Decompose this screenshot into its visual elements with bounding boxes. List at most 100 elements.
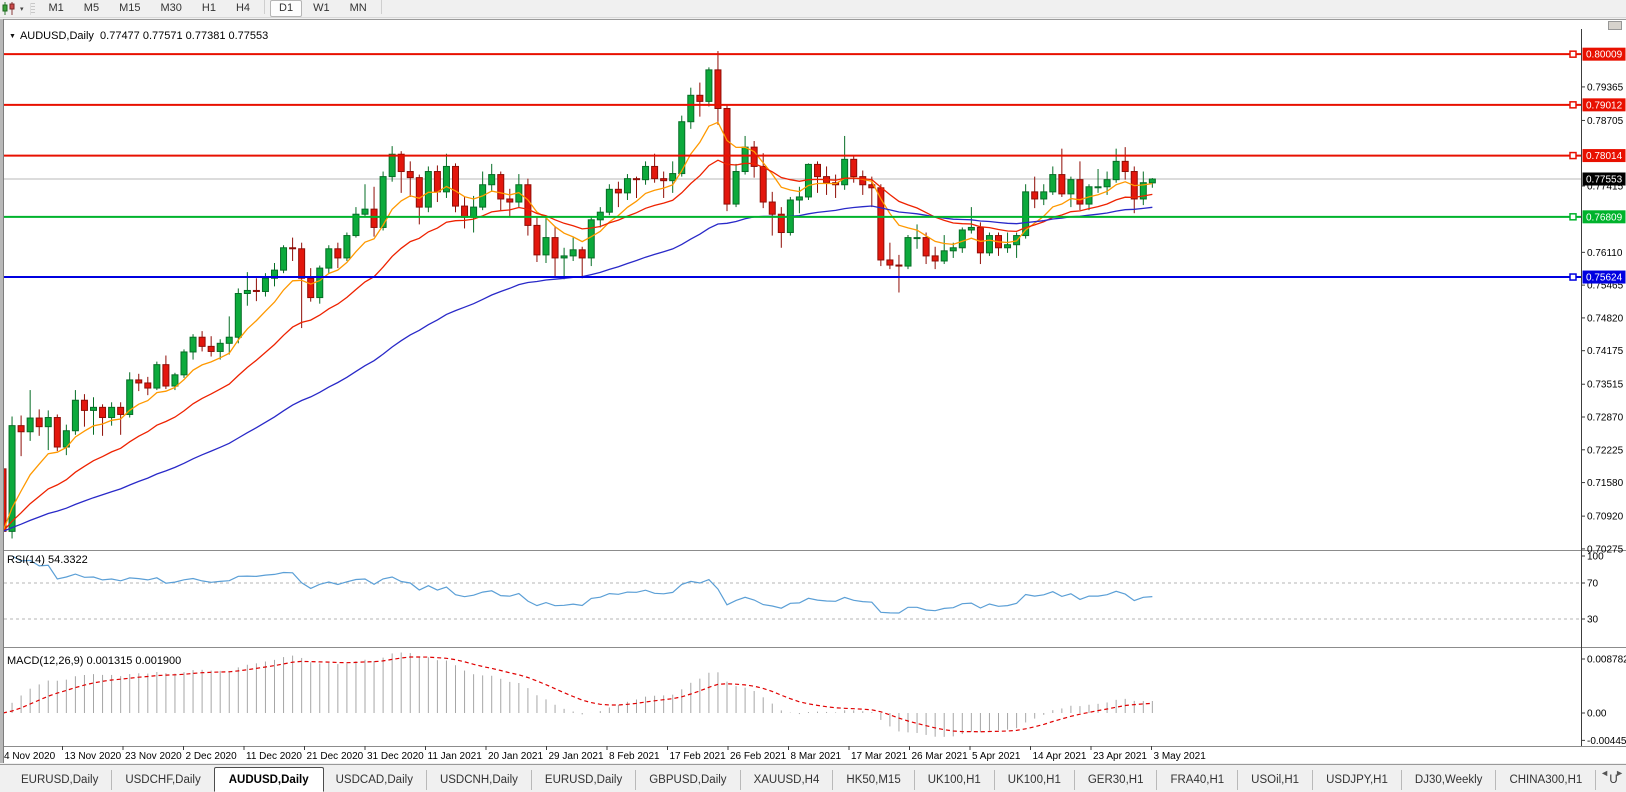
bear-candle (850, 158, 858, 178)
tab-scroll-right-icon[interactable]: ► (1615, 768, 1624, 778)
axis-scroll-button[interactable] (1608, 21, 1622, 30)
symbol-tab-china300-h1[interactable]: CHINA300,H1 (1496, 770, 1597, 790)
bear-candle (144, 382, 152, 389)
date-axis-label: 11 Jan 2021 (428, 751, 483, 762)
macd-axis-label: 0.008782 (1587, 655, 1626, 666)
price-axis-label: 0.74820 (1587, 313, 1624, 324)
bear-candle (397, 153, 405, 173)
bear-candle (524, 184, 532, 226)
bull-candle (44, 417, 52, 428)
bull-candle (1085, 186, 1093, 205)
bull-candle (316, 267, 324, 299)
symbol-tab-usdjpy-h1[interactable]: USDJPY,H1 (1313, 770, 1402, 790)
bear-candle (714, 69, 722, 110)
chevron-down-icon[interactable]: ▾ (20, 5, 24, 13)
panel-frame (0, 29, 1626, 747)
symbol-tab-uk100-h1[interactable]: UK100,H1 (995, 770, 1075, 790)
collapse-triangle-icon[interactable]: ▼ (9, 33, 16, 40)
symbol-tab-dj30-weekly[interactable]: DJ30,Weekly (1402, 770, 1497, 790)
date-axis-label: 23 Nov 2020 (125, 751, 182, 762)
timeframe-button-m30[interactable]: M30 (160, 2, 182, 14)
timeframe-button-m1[interactable]: M1 (48, 2, 64, 14)
bear-candle (461, 205, 469, 218)
date-axis-label: 14 Apr 2021 (1033, 751, 1087, 762)
date-axis-label: 26 Mar 2021 (912, 751, 969, 762)
bull-candle (967, 226, 975, 231)
bull-candle (216, 342, 224, 352)
symbol-tab-eurusd-daily[interactable]: EURUSD,Daily (8, 770, 113, 790)
ma-line-8 (2, 121, 1153, 532)
timeframe-button-m15[interactable]: M15 (119, 2, 141, 14)
date-axis-label: 17 Feb 2021 (670, 751, 727, 762)
bull-candle (1103, 179, 1111, 188)
price-line-badge: 0.80009 (1586, 50, 1623, 61)
timeframe-button-d1[interactable]: D1 (270, 0, 303, 17)
timeframe-button-mn[interactable]: MN (349, 2, 367, 14)
timeframe-button-m5[interactable]: M5 (83, 2, 100, 14)
timeframe-button-h4[interactable]: H4 (235, 2, 251, 14)
symbol-tab-uk100-h1[interactable]: UK100,H1 (915, 770, 995, 790)
date-axis-label: 29 Jan 2021 (549, 751, 604, 762)
symbol-tab-usoil-h1[interactable]: USOil,H1 (1238, 770, 1314, 790)
symbol-tab-hk50-m15[interactable]: HK50,M15 (833, 770, 915, 790)
candlestick-chart-icon[interactable] (0, 0, 19, 18)
symbol-tab-xauusd-h4[interactable]: XAUUSD,H4 (741, 770, 834, 790)
symbol-tab-u[interactable]: U (1596, 770, 1626, 790)
bull-candle (90, 406, 97, 411)
bear-candle (252, 289, 260, 292)
bull-candle (243, 289, 251, 295)
price-axis-label: 0.72225 (1587, 445, 1624, 456)
date-axis-label: 8 Feb 2021 (609, 751, 660, 762)
rsi-level-lines (4, 582, 1581, 620)
symbol-tab-usdchf-daily[interactable]: USDCHF,Daily (112, 770, 215, 790)
bear-candle (17, 425, 25, 433)
symbol-tab-eurusd-daily[interactable]: EURUSD,Daily (532, 770, 637, 790)
price-axis-label: 0.72870 (1587, 413, 1624, 424)
price-line-badge: 0.78014 (1586, 151, 1623, 162)
bull-candle (1139, 182, 1147, 200)
date-axis-label: 3 May 2021 (1154, 751, 1207, 762)
bull-candle (352, 213, 360, 237)
timeframe-button-h1[interactable]: H1 (201, 2, 216, 14)
bull-candle (1112, 160, 1120, 181)
date-axis-label: 20 Jan 2021 (488, 751, 543, 762)
bear-candle (162, 364, 170, 387)
ma-line-20 (2, 159, 1153, 532)
bear-candle (777, 213, 785, 234)
bear-candle (497, 174, 505, 200)
bull-candle (126, 379, 134, 415)
symbol-tab-audusd-daily[interactable]: AUDUSD,Daily (213, 767, 324, 792)
bull-candle (361, 208, 369, 215)
tab-scroll-left-icon[interactable]: ◄ (1600, 768, 1610, 778)
rsi-line (11, 555, 1153, 614)
timeframe-button-w1[interactable]: W1 (313, 2, 330, 14)
bull-candle (841, 158, 849, 186)
bear-candle (660, 178, 668, 182)
chart-ohlc-values: 0.77477 0.77571 0.77381 0.77553 (100, 30, 269, 42)
date-axis-label: 17 Mar 2021 (851, 751, 908, 762)
bear-candle (614, 188, 622, 194)
symbol-tab-usdcad-daily[interactable]: USDCAD,Daily (323, 770, 427, 790)
bull-candle (388, 153, 396, 178)
date-axis-label: 31 Dec 2020 (367, 751, 424, 762)
horizontal-lines (4, 50, 1581, 281)
bull-candle (442, 165, 450, 193)
rsi-indicator-label: RSI(14) 54.3322 (7, 554, 88, 566)
price-axis-label: 0.77415 (1587, 182, 1624, 193)
bear-candle (895, 264, 903, 267)
toolbar-drag-grip[interactable] (29, 2, 35, 15)
bull-candle (795, 196, 803, 201)
candlestick-series (0, 51, 1156, 549)
symbol-tab-fra40-h1[interactable]: FRA40,H1 (1157, 770, 1239, 790)
price-line-badge: 0.75624 (1586, 273, 1623, 284)
bull-candle (542, 237, 550, 256)
bull-candle (1049, 174, 1057, 193)
bull-candle (587, 219, 595, 259)
symbol-tab-gbpusd-daily[interactable]: GBPUSD,Daily (636, 770, 741, 790)
date-axis-label: 21 Dec 2020 (307, 751, 364, 762)
bear-candle (768, 201, 776, 215)
symbol-tab-ger30-h1[interactable]: GER30,H1 (1075, 770, 1158, 790)
symbol-tab-usdcnh-daily[interactable]: USDCNH,Daily (427, 770, 532, 790)
